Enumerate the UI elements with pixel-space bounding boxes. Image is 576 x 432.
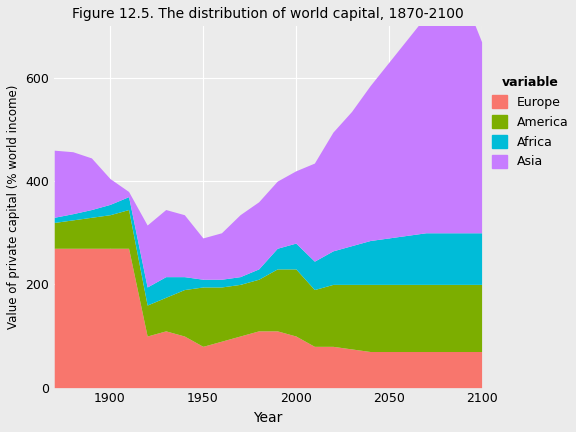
Title: Figure 12.5. The distribution of world capital, 1870-2100: Figure 12.5. The distribution of world c…	[72, 7, 464, 21]
Legend: Europe, America, Africa, Asia: Europe, America, Africa, Asia	[492, 76, 569, 168]
Y-axis label: Value of private capital (% world income): Value of private capital (% world income…	[7, 85, 20, 329]
X-axis label: Year: Year	[253, 411, 283, 425]
